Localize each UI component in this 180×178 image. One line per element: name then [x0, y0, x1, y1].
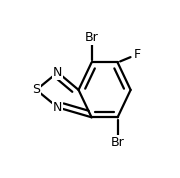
Text: F: F [134, 48, 141, 61]
Text: N: N [53, 66, 62, 79]
Text: N: N [53, 101, 62, 114]
Text: S: S [32, 83, 40, 96]
Text: Br: Br [111, 136, 125, 149]
Text: Br: Br [85, 31, 98, 44]
